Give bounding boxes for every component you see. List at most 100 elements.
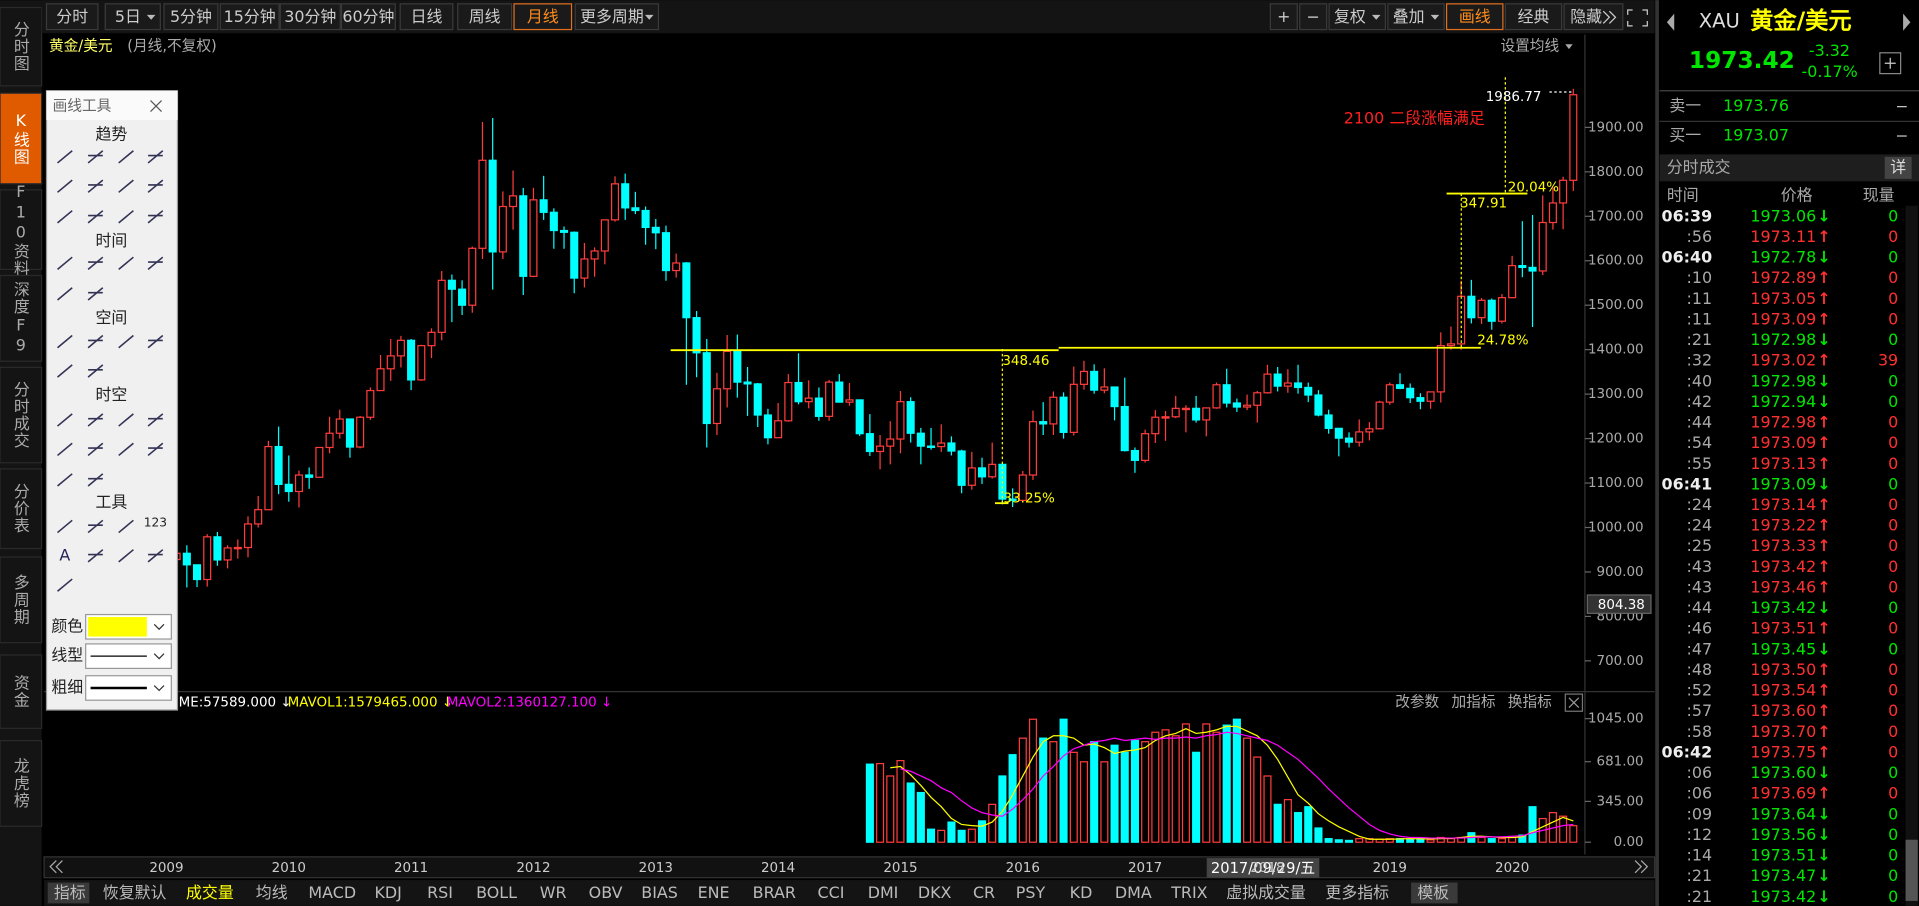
- toolbar-button[interactable]: [1269, 3, 1298, 31]
- close-icon[interactable]: [150, 100, 162, 112]
- tool-icon[interactable]: [57, 413, 73, 427]
- tab-label[interactable]: 指标: [54, 883, 86, 902]
- sidebar-label[interactable]: 分价表: [11, 483, 30, 534]
- tool-icon[interactable]: [118, 150, 134, 164]
- toolbar-label[interactable]: 复权: [1334, 7, 1366, 26]
- tool-icon[interactable]: [57, 256, 73, 271]
- tool-icon[interactable]: [147, 334, 164, 349]
- scroll-left[interactable]: [49, 860, 63, 874]
- toolbar-button[interactable]: [45, 3, 99, 31]
- toolbar-label[interactable]: 30分钟: [284, 7, 336, 26]
- toolbar-button[interactable]: [1445, 3, 1504, 31]
- tab-label[interactable]: 均线: [256, 883, 288, 902]
- toolbar-button[interactable]: [1299, 3, 1328, 31]
- tab-label[interactable]: DMA: [1115, 883, 1152, 902]
- tool-icon[interactable]: [87, 179, 104, 193]
- toolbar-label[interactable]: 月线: [527, 7, 559, 26]
- tool-icon[interactable]: [87, 364, 104, 378]
- tool-icon-text[interactable]: A: [59, 545, 70, 564]
- tab-label[interactable]: OBV: [589, 883, 623, 902]
- tab-label[interactable]: KDJ: [374, 883, 401, 902]
- tool-icon-text[interactable]: 123: [144, 515, 167, 529]
- tab-label[interactable]: 虚拟成交量: [1226, 883, 1306, 902]
- toolbar-label[interactable]: 隐藏: [1570, 7, 1602, 26]
- tool-icon[interactable]: [147, 256, 164, 271]
- detail-button[interactable]: [1884, 156, 1912, 179]
- tab-bg[interactable]: [47, 882, 90, 904]
- tab-label[interactable]: 恢复默认: [103, 883, 167, 902]
- toolbar-button[interactable]: [219, 3, 280, 31]
- tab-label[interactable]: PSY: [1016, 883, 1046, 902]
- tool-icon[interactable]: [57, 519, 73, 534]
- tool-icon[interactable]: [87, 442, 104, 457]
- toolbar-label[interactable]: 15分钟: [224, 7, 276, 26]
- toolbar-button[interactable]: [1504, 3, 1563, 31]
- indicator-button[interactable]: 换指标: [1508, 694, 1552, 711]
- tool-icon[interactable]: [87, 413, 104, 427]
- tab-label[interactable]: CCI: [818, 883, 845, 902]
- next-icon[interactable]: [1903, 13, 1911, 31]
- scroll-thumb[interactable]: [1905, 839, 1918, 901]
- sidebar-label[interactable]: 分时成交: [11, 381, 30, 450]
- tool-icon[interactable]: [147, 549, 164, 563]
- indicator-button[interactable]: 改参数: [1395, 694, 1439, 711]
- toolbar-label[interactable]: +: [1277, 7, 1290, 26]
- tool-icon[interactable]: [57, 179, 73, 193]
- tool-icon[interactable]: [87, 473, 104, 487]
- sidebar-tab[interactable]: [0, 189, 43, 271]
- tool-icon[interactable]: [147, 179, 164, 193]
- tool-icon[interactable]: [147, 413, 164, 427]
- tool-icon[interactable]: [87, 210, 104, 224]
- tool-icon[interactable]: [57, 210, 73, 224]
- toolbar-label[interactable]: 日线: [411, 7, 443, 26]
- tool-icon[interactable]: [118, 256, 134, 271]
- toolbar-button[interactable]: [513, 3, 573, 31]
- scroll-right[interactable]: [1634, 860, 1649, 874]
- tool-icon[interactable]: [57, 364, 73, 378]
- toolbar-button[interactable]: [163, 3, 219, 31]
- sidebar-label[interactable]: 多周期: [11, 574, 30, 625]
- tool-icon[interactable]: [57, 287, 73, 301]
- tab-label[interactable]: RSI: [427, 883, 453, 902]
- tool-icon[interactable]: [57, 442, 73, 457]
- tab-label[interactable]: KD: [1070, 883, 1093, 902]
- sidebar-tab[interactable]: [0, 468, 43, 550]
- tool-icon[interactable]: [57, 473, 73, 487]
- toolbar-button[interactable]: [457, 3, 513, 31]
- sidebar-tab[interactable]: [0, 6, 43, 87]
- tool-icon[interactable]: [87, 150, 104, 164]
- tool-icon[interactable]: [118, 549, 134, 563]
- tool-icon[interactable]: [118, 413, 134, 427]
- sidebar-label[interactable]: F10资料: [11, 182, 30, 277]
- tab-label[interactable]: MACD: [308, 883, 356, 902]
- indicator-button[interactable]: 加指标: [1451, 694, 1495, 711]
- tool-icon[interactable]: [57, 150, 73, 164]
- toolbar-label[interactable]: −: [1307, 7, 1320, 26]
- tool-icon[interactable]: [57, 334, 73, 349]
- tab-label[interactable]: CR: [973, 883, 995, 902]
- toolbar-label[interactable]: 5日: [115, 7, 141, 26]
- toolbar-button[interactable]: [279, 3, 341, 31]
- sidebar-tab[interactable]: [0, 92, 43, 185]
- toolbar-button[interactable]: [399, 3, 454, 31]
- tab-bg[interactable]: [1411, 882, 1458, 904]
- sidebar-tab[interactable]: [0, 366, 43, 464]
- scrollbar[interactable]: [1905, 205, 1918, 906]
- tab-label[interactable]: DMI: [868, 883, 899, 902]
- tab-label[interactable]: 模板: [1417, 883, 1449, 902]
- toolbar-label[interactable]: 叠加: [1393, 7, 1425, 26]
- sidebar-tab[interactable]: [0, 739, 43, 827]
- tool-icon[interactable]: [118, 210, 134, 224]
- tab-label[interactable]: DKX: [918, 883, 952, 902]
- toolbar-label[interactable]: 5分钟: [170, 7, 212, 26]
- tool-icon[interactable]: [87, 519, 104, 534]
- tool-icon[interactable]: [147, 442, 164, 457]
- tab-label[interactable]: BOLL: [476, 883, 517, 902]
- toolbar-button[interactable]: [1563, 3, 1624, 31]
- sidebar-label[interactable]: 深度F9: [11, 281, 30, 356]
- sidebar-tab[interactable]: [0, 654, 43, 729]
- ma-setting[interactable]: 设置均线: [1500, 38, 1559, 55]
- toolbar-label[interactable]: 画线: [1459, 7, 1491, 26]
- toolbar-button[interactable]: [340, 3, 396, 31]
- toolbar-label[interactable]: 周线: [469, 7, 501, 26]
